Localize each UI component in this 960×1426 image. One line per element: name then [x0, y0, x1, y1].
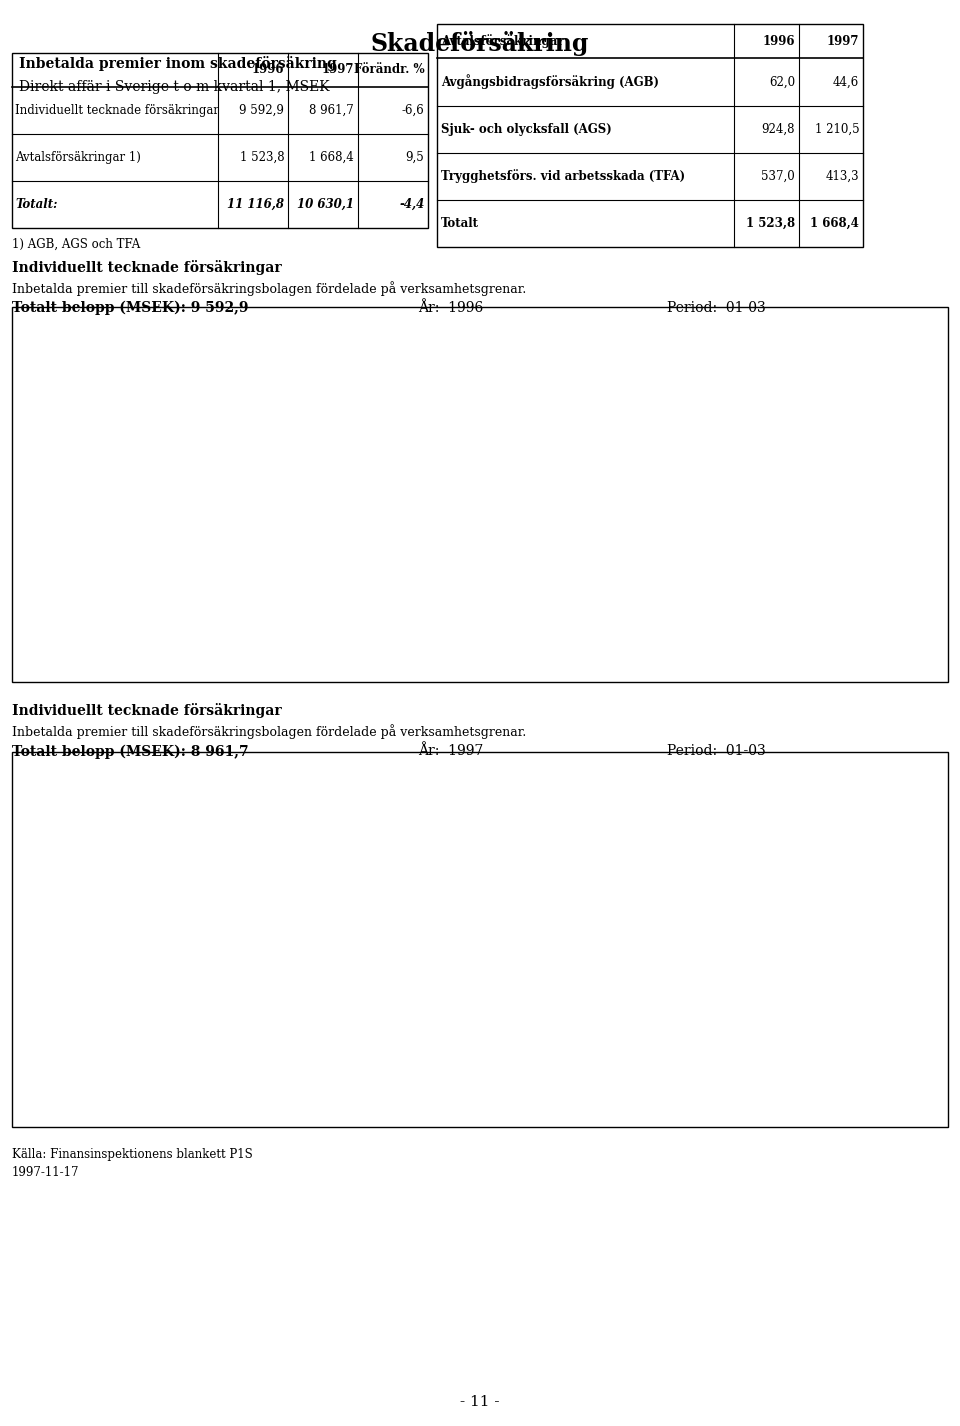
Text: 924,8: 924,8	[761, 123, 795, 135]
Text: Transport (2.77%): Transport (2.77%)	[501, 834, 667, 880]
Text: Fartyg (3.27%): Fartyg (3.27%)	[490, 817, 647, 877]
Wedge shape	[480, 409, 585, 499]
Text: Individuellt tecknade försäkringar: Individuellt tecknade försäkringar	[15, 104, 219, 117]
Text: 1 523,8: 1 523,8	[240, 151, 284, 164]
Text: 10 630,1: 10 630,1	[298, 198, 354, 211]
Wedge shape	[480, 399, 538, 496]
Text: Inbetalda premier till skadeförsäkringsbolagen fördelade på verksamhetsgrenar.: Inbetalda premier till skadeförsäkringsb…	[12, 281, 526, 295]
Text: 1997-11-17: 1997-11-17	[12, 1166, 79, 1179]
Text: Källa: Finansinspektionens blankett P1S: Källa: Finansinspektionens blankett P1S	[12, 1148, 252, 1161]
Text: 1 210,5: 1 210,5	[815, 123, 859, 135]
Wedge shape	[480, 838, 519, 941]
Text: 1997: 1997	[322, 63, 354, 77]
Text: Individuellt tecknade försäkringar: Individuellt tecknade försäkringar	[12, 260, 281, 275]
Text: Övriga grenar (1.47%): Övriga grenar (1.47%)	[174, 402, 444, 442]
Text: Företag&Fastighet (33.77%): Företag&Fastighet (33.77%)	[137, 505, 405, 533]
Text: Fartyg (3.34%): Fartyg (3.34%)	[501, 372, 647, 435]
Text: Trygghetsförs. vid arbetsskada (TFA): Trygghetsförs. vid arbetsskada (TFA)	[441, 170, 684, 183]
Text: Inbetalda premier inom skadeförsäkring: Inbetalda premier inom skadeförsäkring	[19, 56, 337, 71]
Text: Totalt belopp (MSEK): 9 592,9: Totalt belopp (MSEK): 9 592,9	[12, 301, 248, 315]
Wedge shape	[480, 923, 585, 1001]
Text: Avgångsbidragsförsäkring (AGB): Avgångsbidragsförsäkring (AGB)	[441, 74, 659, 90]
Wedge shape	[375, 411, 480, 592]
Text: - 11 -: - 11 -	[460, 1395, 500, 1409]
Text: Motor (16.14%): Motor (16.14%)	[548, 442, 663, 462]
Text: 1996: 1996	[762, 34, 795, 48]
Wedge shape	[480, 391, 501, 496]
Text: 1 668,4: 1 668,4	[810, 217, 859, 230]
Text: Avtalsförsäkringar 1): Avtalsförsäkringar 1)	[15, 151, 141, 164]
Wedge shape	[375, 853, 480, 1037]
Wedge shape	[433, 836, 480, 941]
Text: Direkt affär i Sverige t o m kvartal 1, MSEK: Direkt affär i Sverige t o m kvartal 1, …	[19, 80, 330, 94]
Text: Företag&Fastighet (34.81%): Företag&Fastighet (34.81%)	[137, 948, 404, 978]
Text: Trafik (12.51%): Trafik (12.51%)	[554, 958, 661, 1004]
Text: Totalt belopp (MSEK): 8 961,7: Totalt belopp (MSEK): 8 961,7	[12, 744, 248, 759]
Text: Transport (2.83%): Transport (2.83%)	[513, 389, 667, 439]
Text: Totalt: Totalt	[441, 217, 479, 230]
Text: 1) AGB, AGS och TFA: 1) AGB, AGS och TFA	[12, 238, 140, 251]
Text: Sjuk- och olycksfall (AGS): Sjuk- och olycksfall (AGS)	[441, 123, 612, 135]
Text: Period:  01-03: Period: 01-03	[667, 744, 766, 759]
Text: Trafik (11.91%): Trafik (11.91%)	[550, 526, 661, 559]
Text: Övriga grenar (1.59%): Övriga grenar (1.59%)	[174, 847, 446, 886]
Text: Hem&Villa (21.29%): Hem&Villa (21.29%)	[502, 1012, 639, 1091]
Wedge shape	[441, 941, 565, 1045]
Text: Motor (16.12%): Motor (16.12%)	[540, 887, 662, 900]
Text: År:  1997: År: 1997	[418, 744, 483, 759]
Wedge shape	[480, 836, 481, 941]
Wedge shape	[440, 496, 554, 600]
Text: 9 592,9: 9 592,9	[239, 104, 284, 117]
Text: Kredit (3.22%): Kredit (3.22%)	[489, 354, 646, 432]
Text: Totalt:: Totalt:	[15, 198, 58, 211]
Text: 44,6: 44,6	[833, 76, 859, 88]
Text: 1997: 1997	[827, 34, 859, 48]
Text: Hem&Villa (18.86%): Hem&Villa (18.86%)	[496, 569, 644, 646]
Text: 537,0: 537,0	[761, 170, 795, 183]
Text: Period:  01-03: Period: 01-03	[667, 301, 766, 315]
Text: 413,3: 413,3	[826, 170, 859, 183]
Text: 1 668,4: 1 668,4	[309, 151, 354, 164]
Wedge shape	[420, 405, 480, 496]
Text: -6,6: -6,6	[401, 104, 424, 117]
Wedge shape	[427, 391, 480, 496]
Text: 1996: 1996	[252, 63, 284, 77]
Wedge shape	[480, 394, 522, 496]
Wedge shape	[480, 836, 502, 941]
Text: Skadeförsäkring: Skadeförsäkring	[371, 31, 589, 57]
Text: Förändr. %: Förändr. %	[353, 63, 424, 77]
Wedge shape	[480, 496, 585, 569]
Text: 62,0: 62,0	[769, 76, 795, 88]
Wedge shape	[480, 844, 583, 941]
Text: 11 116,8: 11 116,8	[228, 198, 284, 211]
Text: Kredit (0.16%): Kredit (0.16%)	[483, 799, 646, 881]
Text: År:  1996: År: 1996	[418, 301, 483, 315]
Wedge shape	[423, 847, 480, 941]
Text: 8 961,7: 8 961,7	[309, 104, 354, 117]
Text: -4,4: -4,4	[399, 198, 424, 211]
Text: Sjuk&olycksfall (7.49%): Sjuk&olycksfall (7.49%)	[164, 827, 463, 878]
Text: Inbetalda premier till skadeförsäkringsbolagen fördelade på verksamhetsgrenar.: Inbetalda premier till skadeförsäkringsb…	[12, 724, 526, 739]
Text: 1 523,8: 1 523,8	[746, 217, 795, 230]
Text: Individuellt tecknade försäkringar: Individuellt tecknade försäkringar	[12, 703, 281, 719]
Text: Avtalsförsäkringar: Avtalsförsäkringar	[441, 34, 564, 48]
Text: Sjuk&olycksfall (8.44%): Sjuk&olycksfall (8.44%)	[165, 382, 461, 435]
Text: 9,5: 9,5	[405, 151, 424, 164]
